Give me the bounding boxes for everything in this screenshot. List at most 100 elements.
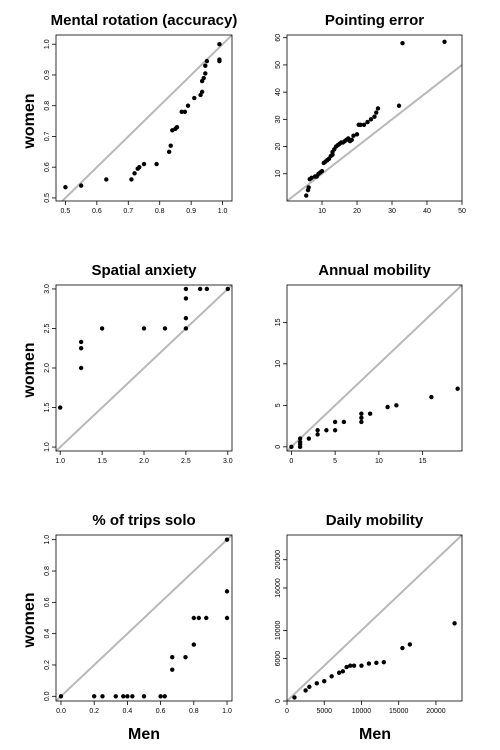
y-tick-label: 0.6: [44, 162, 51, 172]
data-point: [204, 286, 210, 292]
data-point: [121, 694, 126, 699]
data-point: [58, 694, 64, 699]
data-point: [314, 681, 319, 686]
x-tick-label: 2.5: [181, 458, 191, 465]
x-tick-label: 2.0: [139, 458, 149, 465]
data-point: [170, 654, 175, 660]
identity-line: [56, 535, 232, 701]
data-point: [359, 419, 364, 425]
x-tick-label: 20: [353, 208, 361, 215]
data-point: [349, 137, 354, 142]
data-point: [63, 184, 68, 190]
y-tick-label: 0.9: [44, 70, 51, 80]
x-tick-label: 10: [375, 458, 383, 465]
data-point: [396, 103, 402, 108]
data-point: [179, 109, 184, 115]
x-tick-label: 1.5: [97, 458, 107, 465]
data-point: [113, 694, 118, 699]
x-tick-label: 0.8: [155, 208, 165, 215]
y-tick-label: 15: [275, 318, 282, 326]
data-point: [368, 117, 374, 122]
data-point: [309, 175, 314, 181]
data-point: [361, 122, 367, 128]
identity-line: [60, 35, 232, 201]
data-point: [217, 42, 222, 47]
y-tick-label: 0.6: [44, 597, 51, 607]
col-label-right: Men: [359, 726, 391, 743]
panel-6: Daily mobility 0 5000 10000 15000 20000 0 6000 1…: [275, 512, 463, 715]
row-label-1: women: [21, 93, 38, 149]
data-point: [224, 537, 230, 542]
x-tick-label: 50: [458, 208, 466, 215]
data-point: [183, 326, 189, 331]
x-tick-label: 1.0: [218, 208, 228, 215]
data-point: [452, 621, 457, 626]
data-point: [57, 405, 63, 410]
panel-title: Pointing error: [325, 12, 424, 29]
y-tick-label: 10: [275, 360, 282, 368]
data-point: [224, 615, 230, 621]
data-point: [340, 669, 346, 674]
x-tick-label: 30: [388, 208, 396, 215]
data-point: [141, 161, 147, 167]
data-point: [162, 326, 168, 331]
data-point: [162, 694, 167, 699]
data-point: [137, 164, 142, 170]
data-point: [400, 645, 405, 651]
data-point: [455, 386, 460, 391]
x-tick-label: 0.6: [92, 208, 102, 215]
x-tick-label: 10000: [352, 708, 372, 715]
data-point: [191, 615, 197, 621]
data-point: [332, 428, 338, 433]
data-point: [407, 642, 413, 647]
x-tick-label: 0.5: [61, 208, 71, 215]
y-tick-label: 2.5: [44, 324, 51, 334]
plot-frame: [286, 284, 463, 452]
y-tick-label: 0.5: [44, 193, 51, 203]
panel-2: Pointing error 10 20 30 40 50 10 20 30 40 50 60: [275, 12, 466, 215]
data-point: [354, 132, 360, 137]
data-point: [429, 394, 434, 400]
y-tick-label: 0.0: [44, 691, 51, 701]
x-tick-label: 1.0: [55, 458, 65, 465]
data-point: [141, 694, 147, 699]
data-point: [185, 103, 191, 108]
identity-line: [287, 535, 462, 701]
data-point: [168, 143, 173, 148]
x-tick-label: 5: [333, 458, 337, 465]
panel-3: Spatial anxiety 1.0 1.5 2.0 2.5 3.0 1.0 1.5 2.0 2…: [44, 262, 233, 465]
data-point: [91, 694, 97, 699]
panel-title: Mental rotation (accuracy): [51, 12, 238, 29]
data-point: [365, 119, 370, 125]
data-point: [204, 615, 209, 621]
identity-line: [56, 285, 232, 451]
data-point: [359, 411, 364, 416]
data-point: [129, 177, 134, 182]
data-point: [78, 346, 84, 351]
data-point: [351, 663, 357, 668]
panels: Mental rotation (accuracy) 0.5 0.6 0.7 0.8 0.…: [44, 12, 466, 715]
x-tick-label: 40: [423, 208, 431, 215]
data-point: [203, 71, 208, 76]
data-point: [374, 660, 379, 666]
data-point: [336, 670, 342, 675]
x-tick-label: 3.0: [223, 458, 233, 465]
data-point: [78, 365, 84, 371]
data-point: [174, 125, 180, 130]
data-point: [170, 667, 175, 672]
y-tick-label: 0.8: [44, 101, 51, 111]
row-label-3: women: [21, 592, 38, 648]
data-point: [344, 664, 349, 670]
data-point: [78, 183, 84, 188]
x-tick-label: 0: [289, 458, 293, 465]
x-tick-label: 0.4: [123, 708, 133, 715]
y-tick-label: 30: [275, 115, 282, 123]
data-point: [224, 589, 230, 594]
data-point: [99, 326, 105, 331]
data-point: [197, 286, 203, 292]
x-tick-label: 0.8: [189, 708, 199, 715]
panel-1: Mental rotation (accuracy) 0.5 0.6 0.7 0.8 0.…: [44, 12, 237, 215]
plot-frame: [55, 34, 233, 202]
x-tick-label: 15: [419, 458, 427, 465]
